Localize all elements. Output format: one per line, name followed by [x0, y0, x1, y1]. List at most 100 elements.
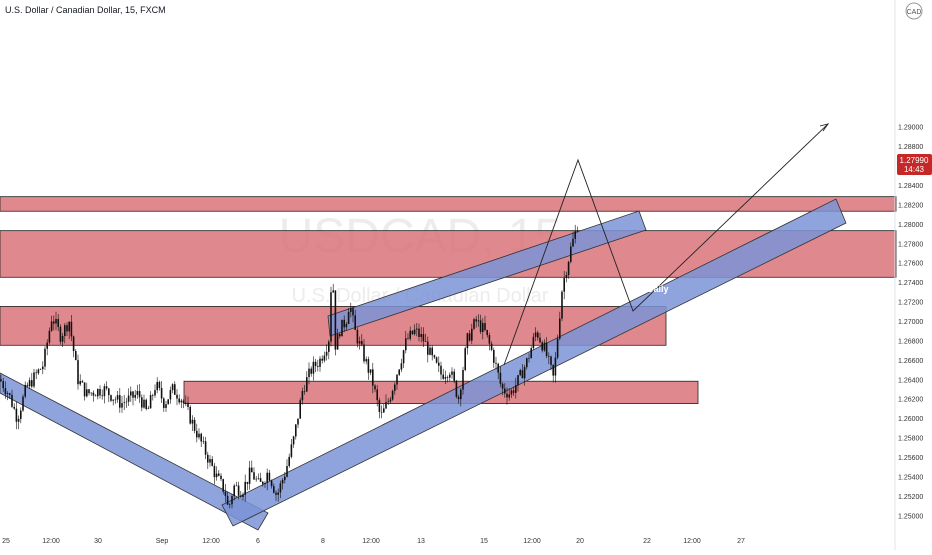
- candle-body-116: [255, 478, 257, 480]
- candle-body-176: [387, 401, 389, 403]
- candle-body-39: [86, 389, 88, 397]
- candle-body-197: [433, 355, 436, 358]
- candle-body-20: [44, 348, 46, 367]
- candle-body-93: [204, 441, 207, 455]
- candle-body-225: [495, 362, 497, 364]
- candle-body-194: [427, 341, 429, 355]
- candle-body-133: [292, 436, 295, 445]
- candle-body-14: [31, 380, 33, 387]
- candle-body-103: [226, 495, 229, 505]
- candle-body-16: [35, 372, 37, 374]
- candle-body-208: [457, 396, 460, 400]
- price-tick-16: 1.25800: [898, 436, 923, 443]
- candle-body-29: [64, 325, 66, 336]
- candle-body-171: [376, 389, 378, 401]
- candle-body-191: [420, 334, 422, 337]
- candle-body-26: [57, 318, 59, 327]
- candle-body-229: [504, 388, 506, 394]
- candle-body-59: [130, 391, 132, 396]
- time-tick-8: 13: [417, 538, 425, 545]
- candle-body-41: [90, 392, 92, 394]
- candle-body-23: [50, 321, 53, 331]
- time-tick-4: 12:00: [202, 538, 220, 545]
- candle-body-207: [455, 380, 458, 397]
- candle-body-179: [394, 384, 396, 391]
- time-tick-14: 27: [737, 538, 745, 545]
- price-tick-7: 1.27600: [898, 261, 923, 268]
- channel-2: [327, 210, 647, 337]
- candle-body-146: [321, 358, 323, 361]
- candle-body-216: [475, 319, 477, 322]
- candle-body-145: [319, 358, 321, 367]
- candle-body-184: [405, 338, 407, 351]
- candle-body-152: [334, 290, 337, 350]
- candle-body-104: [229, 504, 231, 505]
- currency-badge-text: CAD: [907, 9, 922, 16]
- candle-body-203: [446, 377, 449, 378]
- candle-body-35: [77, 360, 79, 385]
- candle-body-98: [215, 473, 218, 478]
- currency-badge-circle[interactable]: [905, 2, 923, 20]
- candle-body-234: [515, 385, 517, 393]
- time-tick-0: 25: [2, 538, 10, 545]
- candle-body-52: [114, 399, 117, 401]
- candle-body-72: [158, 381, 161, 388]
- candle-body-105: [231, 495, 233, 505]
- candle-body-80: [176, 394, 178, 399]
- candle-body-13: [28, 380, 31, 387]
- candle-body-62: [136, 391, 139, 395]
- candle-body-240: [528, 358, 530, 359]
- candle-body-38: [83, 382, 86, 397]
- candle-body-2: [4, 388, 7, 395]
- candle-body-259: [570, 246, 572, 262]
- candle-body-73: [160, 387, 163, 399]
- candle-body-127: [279, 483, 282, 493]
- candle-body-27: [59, 326, 62, 342]
- candle-body-110: [242, 494, 244, 497]
- candle-body-167: [367, 359, 370, 373]
- candle-body-68: [149, 395, 152, 409]
- candle-body-45: [99, 388, 101, 396]
- candle-body-10: [22, 396, 24, 411]
- candle-body-172: [378, 400, 381, 412]
- price-axis: 1.290001.288001.286001.284001.282001.280…: [898, 125, 923, 521]
- candle-body-211: [464, 348, 466, 371]
- candle-body-213: [468, 333, 471, 341]
- candle-body-122: [268, 472, 271, 481]
- candle-body-56: [123, 402, 125, 404]
- candle-body-64: [141, 397, 143, 408]
- candle-body-182: [400, 363, 403, 370]
- candle-body-119: [262, 481, 264, 485]
- candle-body-244: [537, 332, 539, 338]
- candle-body-204: [449, 374, 451, 378]
- candle-body-242: [532, 336, 535, 349]
- candle-body-245: [539, 337, 541, 343]
- current-price-value: 1.27990: [900, 156, 929, 165]
- candle-body-7: [15, 408, 18, 422]
- candle-body-228: [501, 383, 504, 389]
- current-price-box: [897, 154, 932, 175]
- candle-body-109: [240, 495, 242, 497]
- candle-body-8: [17, 418, 20, 422]
- candle-body-92: [202, 441, 205, 442]
- candle-body-82: [180, 400, 183, 403]
- candle-body-113: [248, 467, 251, 484]
- candle-body-90: [198, 433, 200, 438]
- candle-body-253: [556, 338, 559, 358]
- time-tick-9: 15: [480, 538, 488, 545]
- candle-body-186: [409, 330, 411, 339]
- candle-body-249: [548, 356, 550, 357]
- currency-badge[interactable]: CAD: [905, 2, 923, 20]
- candle-body-135: [297, 418, 299, 425]
- candle-body-144: [317, 366, 319, 367]
- price-tick-8: 1.27400: [898, 280, 923, 287]
- candle-body-44: [97, 388, 99, 397]
- candle-body-126: [277, 492, 279, 495]
- candle-body-6: [13, 406, 15, 409]
- price-tick-11: 1.26800: [898, 338, 923, 345]
- candle-body-112: [246, 481, 249, 484]
- candle-body-226: [497, 363, 499, 373]
- candle-body-217: [477, 320, 480, 322]
